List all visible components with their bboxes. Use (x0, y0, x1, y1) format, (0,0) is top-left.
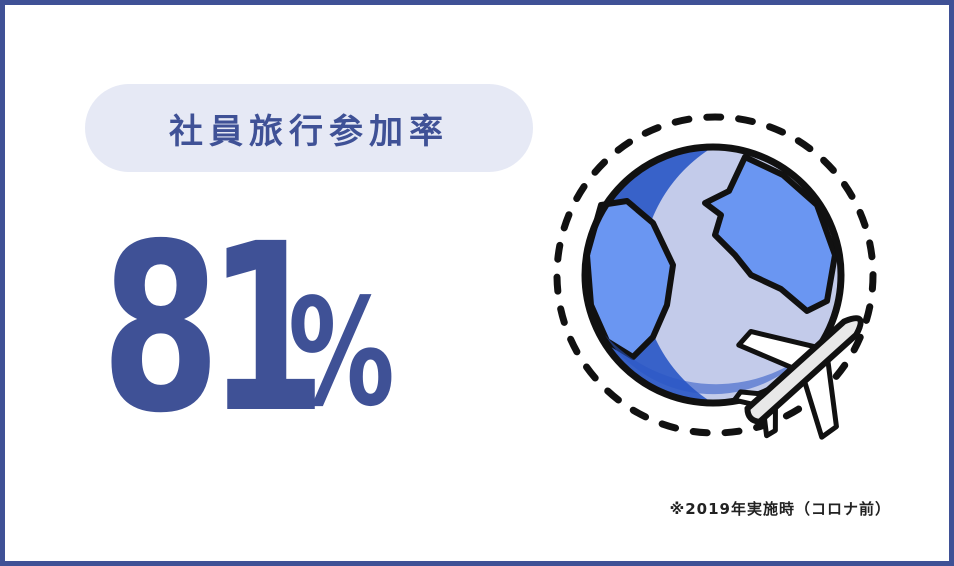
globe-lower-shade (605, 335, 805, 395)
globe-outline (581, 143, 845, 407)
airplane-fuselage (744, 315, 864, 425)
title-badge: 社員旅行参加率 (85, 84, 533, 172)
airplane (731, 315, 864, 440)
footnote: ※2019年実施時（コロナ前） (669, 500, 891, 518)
stat-unit: % (287, 267, 395, 439)
stat-number: 81 (101, 194, 327, 464)
globe-continent-right (702, 154, 838, 314)
participation-stat: 81 % (101, 213, 436, 445)
globe-airplane-icon (553, 113, 877, 440)
dashed-orbit (553, 113, 877, 437)
title-label: 社員旅行参加率 (169, 111, 449, 152)
globe-continent-left (584, 198, 676, 360)
